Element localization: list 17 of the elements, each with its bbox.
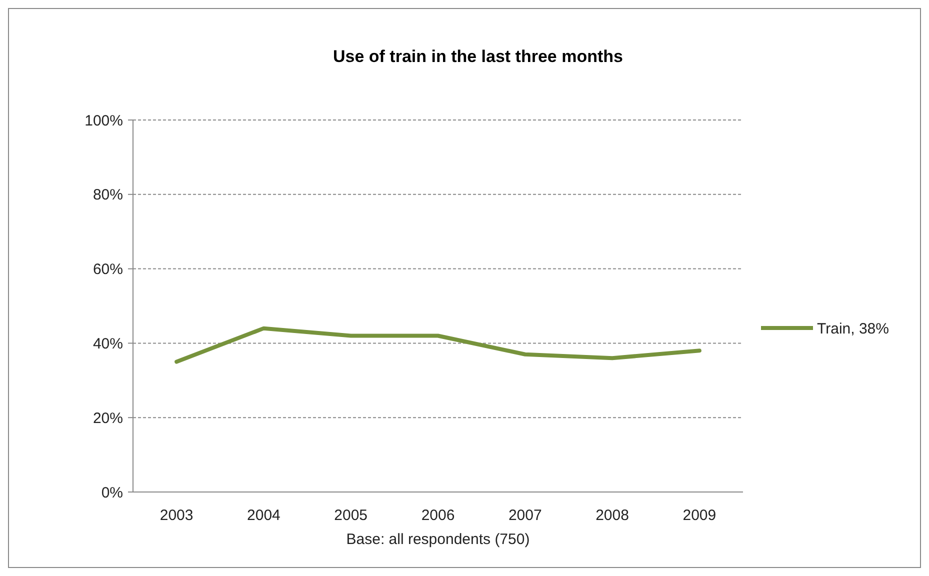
text: Base: all respondents (750) — [346, 531, 530, 548]
x-tick-label: 2004 — [247, 507, 280, 524]
x-tick-label: 2007 — [508, 507, 542, 524]
y-tick-label: 0% — [101, 484, 123, 502]
y-tick-label: 40% — [92, 335, 123, 352]
legend-label: Train, 38% — [817, 320, 889, 338]
y-tick-label: 60% — [92, 261, 123, 278]
chart-title: Use of train in the last three months — [333, 47, 623, 66]
x-tick-label: 2009 — [682, 507, 716, 524]
x-tick-label: 2008 — [596, 507, 629, 524]
y-tick-label: 20% — [92, 410, 123, 427]
y-tick-label: 100% — [84, 112, 123, 130]
x-tick-label: 2003 — [160, 507, 194, 524]
y-tick-label: 80% — [92, 186, 123, 204]
x-tick-label: 2005 — [334, 507, 368, 524]
x-tick-label: 2006 — [421, 507, 455, 524]
line-series — [174, 326, 702, 364]
